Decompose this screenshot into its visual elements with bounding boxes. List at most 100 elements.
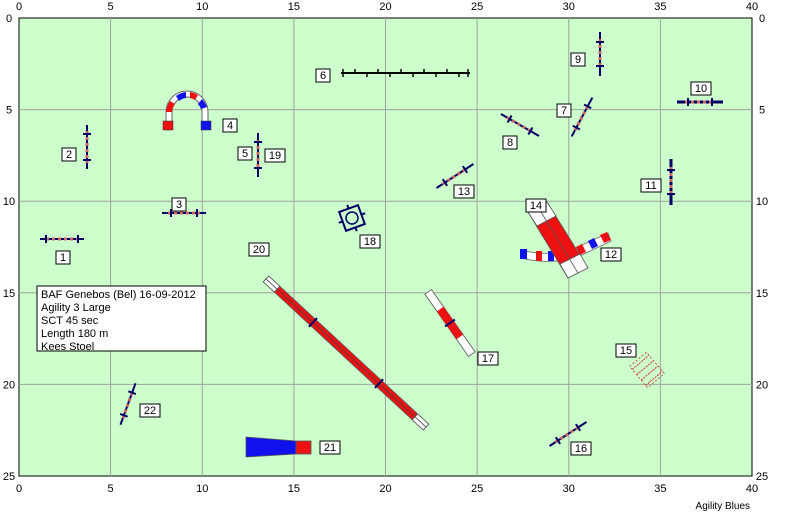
number-label-10: 10 — [690, 81, 712, 96]
credit-label: Agility Blues — [696, 501, 750, 512]
svg-text:17: 17 — [482, 353, 494, 365]
jump-13 — [436, 163, 474, 189]
number-labels: 1 2 3 4 5 19 6 7 8 9 10 11 12 13 14 15 1… — [55, 52, 712, 456]
collapsed-tunnel-21 — [245, 436, 312, 458]
svg-text:4: 4 — [227, 120, 233, 132]
svg-text:9: 9 — [575, 54, 581, 66]
svg-text:10: 10 — [695, 83, 707, 95]
info-event: BAF Genebos (Bel) 16-09-2012 — [41, 289, 196, 301]
info-judge: Kees Stoel — [41, 341, 94, 353]
y-tick-left: 0 — [6, 13, 12, 25]
number-label-7: 7 — [556, 103, 572, 118]
jump-1 — [40, 235, 84, 243]
svg-text:6: 6 — [320, 70, 326, 82]
x-tick-top: 0 — [16, 1, 22, 13]
x-tick-bottom: 30 — [563, 483, 575, 495]
jump-22 — [119, 382, 137, 426]
x-tick-top: 20 — [379, 1, 391, 13]
number-label-6: 6 — [315, 68, 331, 83]
x-tick-top: 35 — [654, 1, 666, 13]
svg-text:18: 18 — [364, 236, 376, 248]
y-tick-right: 5 — [759, 105, 765, 117]
jump-2 — [83, 125, 91, 169]
seesaw-17 — [424, 289, 476, 357]
svg-text:2: 2 — [66, 149, 72, 161]
number-label-11: 11 — [640, 178, 662, 193]
y-tick-left: 10 — [3, 196, 15, 208]
svg-text:16: 16 — [575, 443, 587, 455]
number-label-9: 9 — [570, 52, 586, 67]
dog-walk-20 — [262, 275, 430, 431]
svg-text:14: 14 — [530, 200, 542, 212]
number-label-17: 17 — [477, 351, 499, 366]
y-tick-right: 20 — [756, 379, 768, 391]
number-label-18: 18 — [359, 234, 381, 249]
number-label-2: 2 — [61, 147, 77, 162]
number-label-16: 16 — [570, 441, 592, 456]
tunnel-12 — [520, 232, 612, 262]
svg-text:15: 15 — [620, 345, 632, 357]
x-tick-bottom: 5 — [108, 483, 114, 495]
jump-8 — [500, 113, 540, 137]
course-info-box: BAF Genebos (Bel) 16-09-2012 Agility 3 L… — [36, 285, 207, 353]
x-tick-top: 10 — [196, 1, 208, 13]
x-tick-bottom: 35 — [654, 483, 666, 495]
x-tick-bottom: 0 — [16, 483, 22, 495]
number-label-21: 21 — [319, 440, 341, 455]
number-label-8: 8 — [502, 135, 518, 150]
number-label-4: 4 — [222, 118, 238, 133]
x-tick-bottom: 40 — [746, 483, 758, 495]
svg-text:3: 3 — [176, 199, 182, 211]
number-label-1: 1 — [55, 250, 71, 265]
y-tick-right: 25 — [756, 471, 768, 483]
jump-16 — [549, 421, 587, 447]
y-tick-right: 15 — [756, 288, 768, 300]
jump-3 — [162, 209, 206, 217]
y-axis-right: 0 5 10 15 20 25 — [756, 13, 768, 483]
number-label-3: 3 — [171, 197, 187, 212]
y-tick-left: 25 — [3, 471, 15, 483]
jump-5-19 — [254, 133, 262, 177]
x-tick-top: 30 — [563, 1, 575, 13]
number-label-12: 12 — [600, 247, 622, 262]
table-18 — [337, 203, 367, 233]
svg-text:13: 13 — [458, 186, 470, 198]
y-axis-left: 0 5 10 15 20 25 — [3, 13, 15, 483]
x-axis-bottom: 0 5 10 15 20 25 30 35 40 — [16, 483, 758, 495]
x-tick-top: 5 — [108, 1, 114, 13]
number-label-19: 19 — [264, 148, 286, 163]
number-label-5: 5 — [237, 146, 253, 161]
x-tick-top: 25 — [471, 1, 483, 13]
weave-poles-6 — [341, 69, 470, 77]
info-length: Length 180 m — [41, 328, 108, 340]
number-label-20: 20 — [248, 242, 270, 257]
info-sct: SCT 45 sec — [41, 315, 99, 327]
number-label-22: 22 — [139, 403, 161, 418]
svg-text:20: 20 — [253, 244, 265, 256]
svg-text:8: 8 — [507, 137, 513, 149]
jump-10 — [677, 98, 723, 106]
y-tick-left: 5 — [6, 105, 12, 117]
svg-text:21: 21 — [324, 442, 336, 454]
svg-text:5: 5 — [242, 148, 248, 160]
x-tick-bottom: 20 — [379, 483, 391, 495]
x-tick-bottom: 10 — [196, 483, 208, 495]
x-tick-top: 40 — [746, 1, 758, 13]
svg-text:7: 7 — [561, 105, 567, 117]
svg-text:22: 22 — [144, 405, 156, 417]
number-label-14: 14 — [525, 198, 547, 213]
jump-11 — [667, 159, 675, 205]
x-tick-bottom: 15 — [288, 483, 300, 495]
arch-obstacle-4 — [162, 90, 212, 131]
number-label-13: 13 — [453, 184, 475, 199]
x-tick-top: 15 — [288, 1, 300, 13]
y-tick-right: 10 — [756, 196, 768, 208]
jump-7 — [570, 97, 594, 137]
a-frame-14 — [527, 201, 589, 279]
svg-text:19: 19 — [269, 150, 281, 162]
info-class: Agility 3 Large — [41, 302, 111, 314]
svg-text:1: 1 — [60, 252, 66, 264]
x-tick-bottom: 25 — [471, 483, 483, 495]
y-tick-left: 20 — [3, 379, 15, 391]
